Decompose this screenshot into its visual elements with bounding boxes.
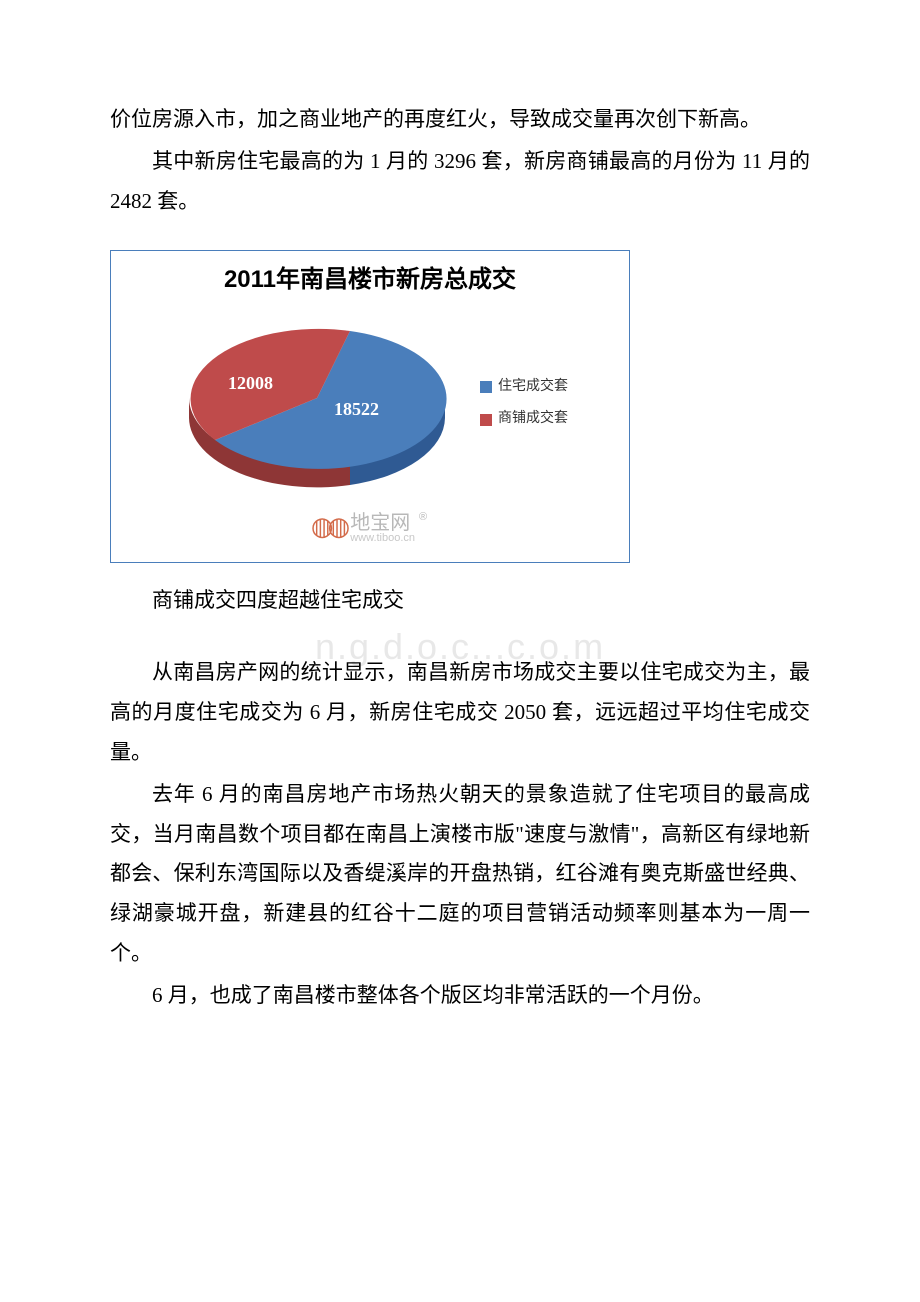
paragraph-6: 6 月，也成了南昌楼市整体各个版区均非常活跃的一个月份。 [110,976,810,1016]
pie-value-blue: 18522 [334,392,379,426]
legend-item-commercial: 商铺成交套 [480,406,568,433]
pie-value-red: 12008 [228,366,273,400]
paragraph-5: 去年 6 月的南昌房地产市场热火朝天的景象造就了住宅项目的最高成交，当月南昌数个… [110,775,810,974]
paragraph-3: 商铺成交四度超越住宅成交 [110,581,810,621]
chart-legend: 住宅成交套 商铺成交套 [480,368,568,439]
watermark-cn: 地宝网 [350,513,415,533]
paragraph-2: 其中新房住宅最高的为 1 月的 3296 套，新房商铺最高的月份为 11 月的 … [110,142,810,222]
watermark-en: www.tiboo.cn [350,533,415,544]
chart-watermark: ◍◍ 地宝网 www.tiboo.cn ® [119,504,621,553]
pie-svg [172,308,462,498]
paragraph-1: 价位房源入市，加之商业地产的再度红火，导致成交量再次创下新高。 [110,100,810,140]
legend-label-commercial: 商铺成交套 [498,406,568,433]
legend-swatch-red [480,414,492,426]
chart-title: 2011年南昌楼市新房总成交 [119,257,621,303]
chart-body: 12008 18522 住宅成交套 商铺成交套 [119,308,621,498]
watermark-icon: ◍◍ [311,502,344,551]
pie-chart-container: 2011年南昌楼市新房总成交 12008 18522 [110,250,630,563]
watermark-registered-icon: ® [419,507,427,528]
paragraph-4: 从南昌房产网的统计显示，南昌新房市场成交主要以住宅成交为主，最高的月度住宅成交为… [110,653,810,773]
legend-swatch-blue [480,381,492,393]
legend-label-residential: 住宅成交套 [498,374,568,401]
pie-chart: 12008 18522 [172,308,462,498]
legend-item-residential: 住宅成交套 [480,374,568,401]
